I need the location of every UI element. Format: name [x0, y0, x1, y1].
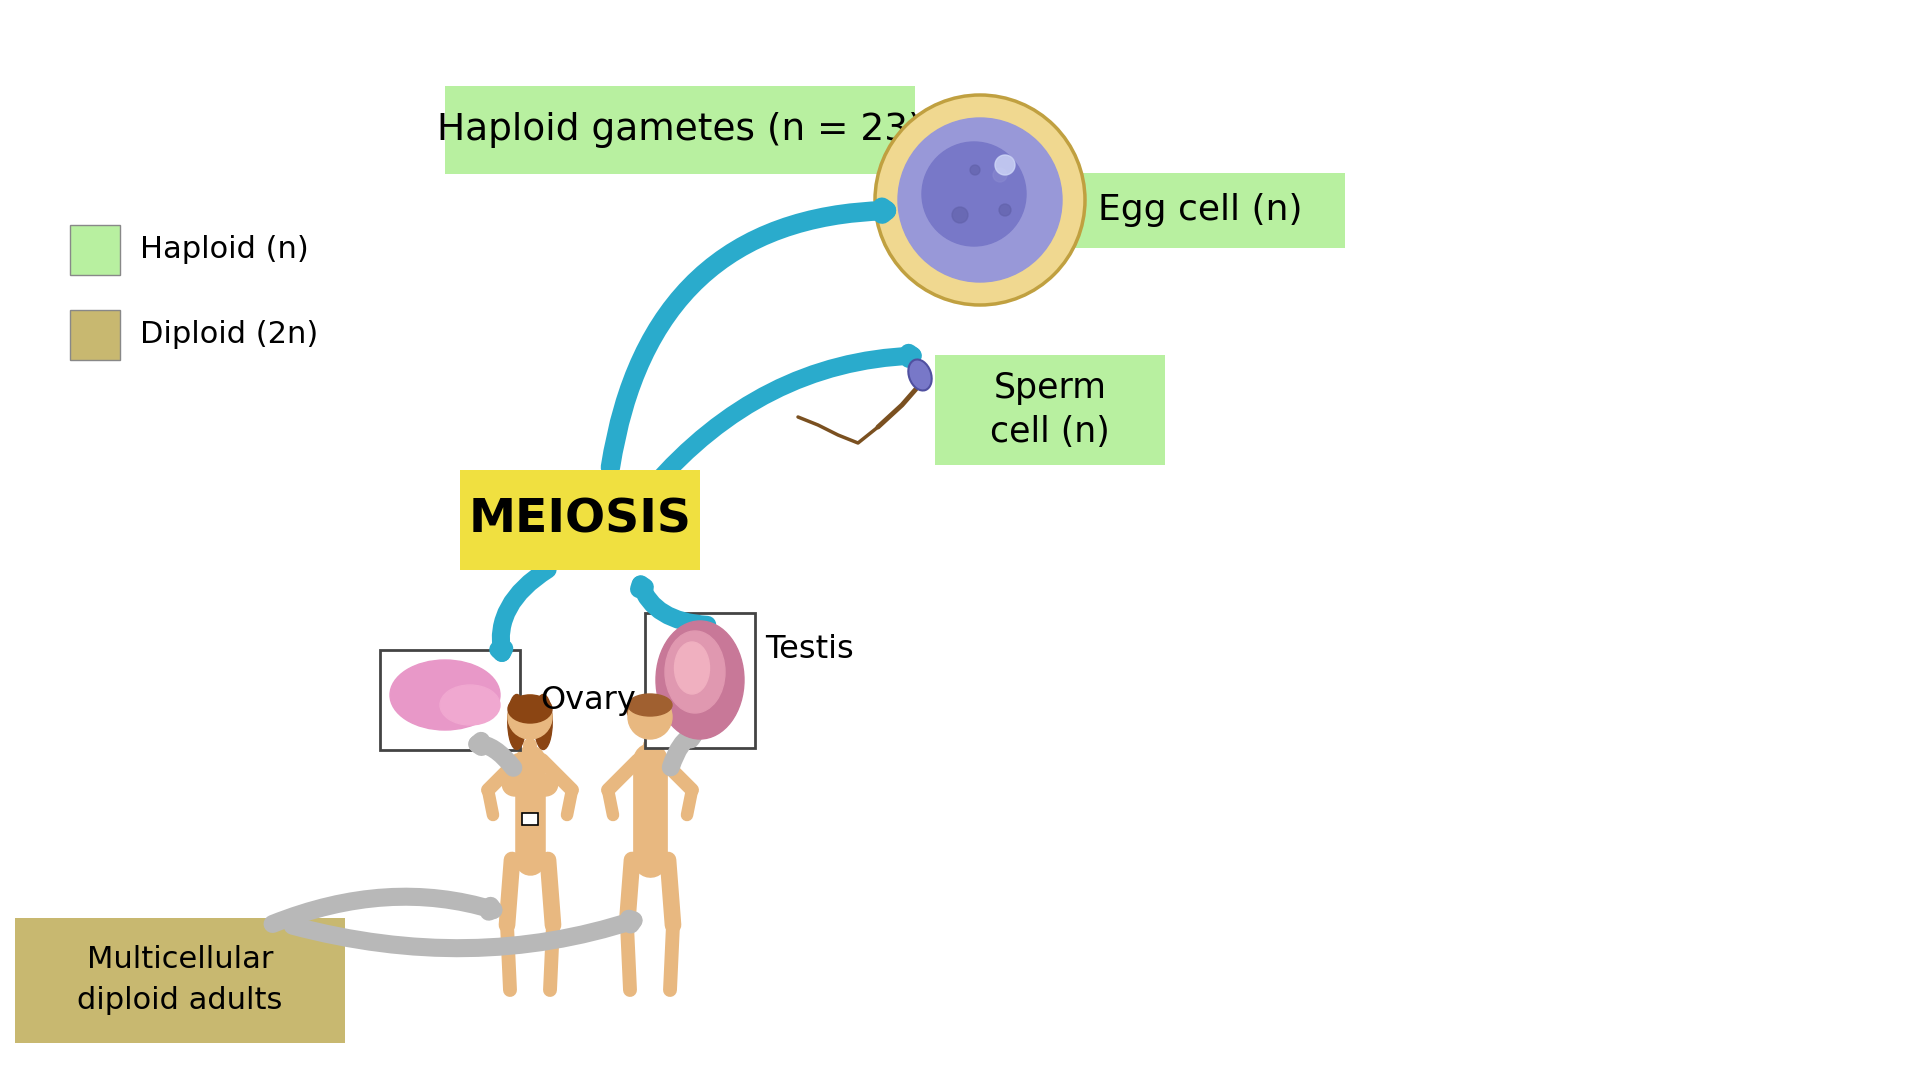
Bar [380, 650, 520, 750]
Text: Testis: Testis [764, 634, 854, 665]
Ellipse shape [534, 694, 553, 750]
Ellipse shape [532, 774, 557, 796]
Ellipse shape [674, 642, 710, 694]
Ellipse shape [507, 694, 526, 750]
Ellipse shape [390, 660, 499, 730]
Text: Haploid (n): Haploid (n) [140, 235, 309, 265]
Bar [522, 813, 538, 825]
Ellipse shape [908, 360, 931, 391]
Circle shape [970, 165, 979, 175]
FancyBboxPatch shape [445, 86, 916, 174]
Ellipse shape [440, 685, 499, 725]
Circle shape [922, 141, 1025, 246]
Circle shape [876, 95, 1085, 305]
Circle shape [628, 696, 672, 739]
Ellipse shape [657, 621, 745, 739]
Text: Diploid (2n): Diploid (2n) [140, 321, 319, 350]
Bar [69, 310, 121, 360]
Bar [645, 613, 755, 748]
Circle shape [899, 118, 1062, 282]
Text: Sperm
cell (n): Sperm cell (n) [991, 370, 1110, 449]
Circle shape [993, 168, 1006, 183]
Circle shape [509, 696, 553, 739]
Text: MEIOSIS: MEIOSIS [468, 498, 691, 542]
Circle shape [998, 204, 1012, 216]
Text: Ovary: Ovary [540, 685, 636, 715]
Ellipse shape [628, 694, 672, 716]
FancyBboxPatch shape [1054, 173, 1346, 247]
Ellipse shape [509, 696, 553, 723]
Text: Multicellular
diploid adults: Multicellular diploid adults [77, 945, 282, 1015]
Circle shape [952, 207, 968, 222]
Text: Haploid gametes (n = 23): Haploid gametes (n = 23) [438, 112, 924, 148]
FancyBboxPatch shape [461, 470, 701, 570]
Ellipse shape [503, 774, 528, 796]
Bar [69, 225, 121, 275]
FancyBboxPatch shape [15, 918, 346, 1042]
Text: Egg cell (n): Egg cell (n) [1098, 193, 1302, 227]
Ellipse shape [628, 698, 674, 724]
Circle shape [995, 156, 1016, 175]
Ellipse shape [664, 631, 726, 713]
FancyBboxPatch shape [935, 355, 1165, 465]
